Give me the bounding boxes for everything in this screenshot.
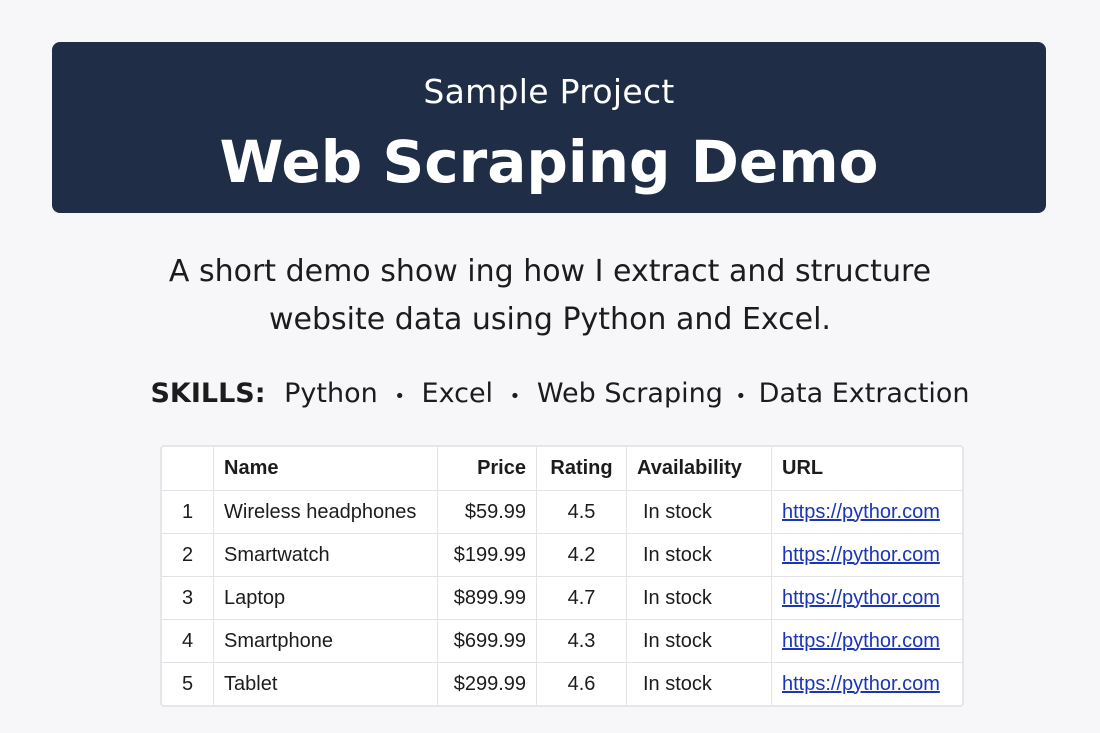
cell-rating: 4.3: [536, 619, 627, 663]
url-link[interactable]: https://pythor.com: [782, 672, 940, 695]
cell-url: https://pythor.com: [771, 619, 962, 663]
cell-name: Tablet: [213, 662, 438, 705]
description-line: A short demo show ing how I extract and …: [168, 254, 932, 289]
column-header-rating: Rating: [536, 447, 627, 491]
table-header-row: Name Price Rating Availability URL: [162, 447, 962, 491]
cell-rating: 4.7: [536, 576, 627, 620]
table-row: 2 Smartwatch $199.99 4.2 In stock https://pyt…: [162, 533, 962, 577]
header-subtitle: Sample Project: [423, 72, 675, 111]
cell-rating: 4.2: [536, 533, 627, 577]
page-title: Web Scraping Demo: [219, 128, 879, 196]
cell-availability: In stock: [626, 490, 772, 534]
cell-price: $899.99: [437, 576, 537, 620]
header-banner: Sample Project Web Scraping Demo: [52, 42, 1046, 213]
description: A short demo show ing how I extract and …: [0, 248, 1100, 344]
cell-url: https://pythor.com: [771, 533, 962, 577]
column-header-availability: Availability: [626, 447, 772, 491]
cell-rating: 4.6: [536, 662, 627, 705]
skill-item: Web Scraping: [536, 378, 723, 409]
cell-index: 2: [162, 533, 214, 577]
column-header-url: URL: [771, 447, 962, 491]
url-link[interactable]: https://pythor.com: [782, 586, 940, 609]
table-row: 1 Wireless headphones $59.99 4.5 In stock htt…: [162, 490, 962, 534]
cell-url: https://pythor.com: [771, 662, 962, 705]
url-link[interactable]: https://pythor.com: [782, 500, 940, 523]
cell-availability: In stock: [626, 533, 772, 577]
cell-index: 3: [162, 576, 214, 620]
separator: •: [735, 386, 747, 407]
separator: •: [394, 386, 405, 407]
skill-item: Python: [284, 378, 378, 409]
cell-name: Laptop: [213, 576, 438, 620]
cell-price: $299.99: [437, 662, 537, 705]
column-header-index: [162, 447, 214, 491]
table-row: 3 Laptop $899.99 4.7 In stock https://pythor.…: [162, 576, 962, 620]
cell-rating: 4.5: [536, 490, 627, 534]
cell-url: https://pythor.com: [771, 576, 962, 620]
table-row: 4 Smartphone $699.99 4.3 In stock https://pyt…: [162, 619, 962, 663]
cell-price: $59.99: [437, 490, 537, 534]
cell-name: Smartwatch: [213, 533, 438, 577]
cell-availability: In stock: [626, 619, 772, 663]
cell-name: Wireless headphones: [213, 490, 438, 534]
cell-index: 4: [162, 619, 214, 663]
skill-item: Excel: [421, 378, 494, 409]
cell-price: $199.99: [437, 533, 537, 577]
skills-label: SKILLS:: [150, 378, 266, 409]
skills-list: SKILLS: Python • Excel • Web Scraping • …: [0, 378, 1100, 409]
cell-url: https://pythor.com: [771, 490, 962, 534]
table-row: 5 Tablet $299.99 4.6 In stock https://pythor.…: [162, 662, 962, 705]
cell-availability: In stock: [626, 576, 772, 620]
cell-name: Smartphone: [213, 619, 438, 663]
column-header-price: Price: [437, 447, 537, 491]
description-line: website data using Python and Excel.: [269, 302, 831, 337]
separator: •: [509, 386, 521, 407]
products-table: Name Price Rating Availability URL 1 Wireless…: [160, 445, 964, 707]
cell-price: $699.99: [437, 619, 537, 663]
url-link[interactable]: https://pythor.com: [782, 629, 940, 652]
column-header-name: Name: [213, 447, 438, 491]
cell-availability: In stock: [626, 662, 772, 705]
url-link[interactable]: https://pythor.com: [782, 543, 940, 566]
cell-index: 5: [162, 662, 214, 705]
skill-item: Data Extraction: [758, 378, 970, 409]
cell-index: 1: [162, 490, 214, 534]
